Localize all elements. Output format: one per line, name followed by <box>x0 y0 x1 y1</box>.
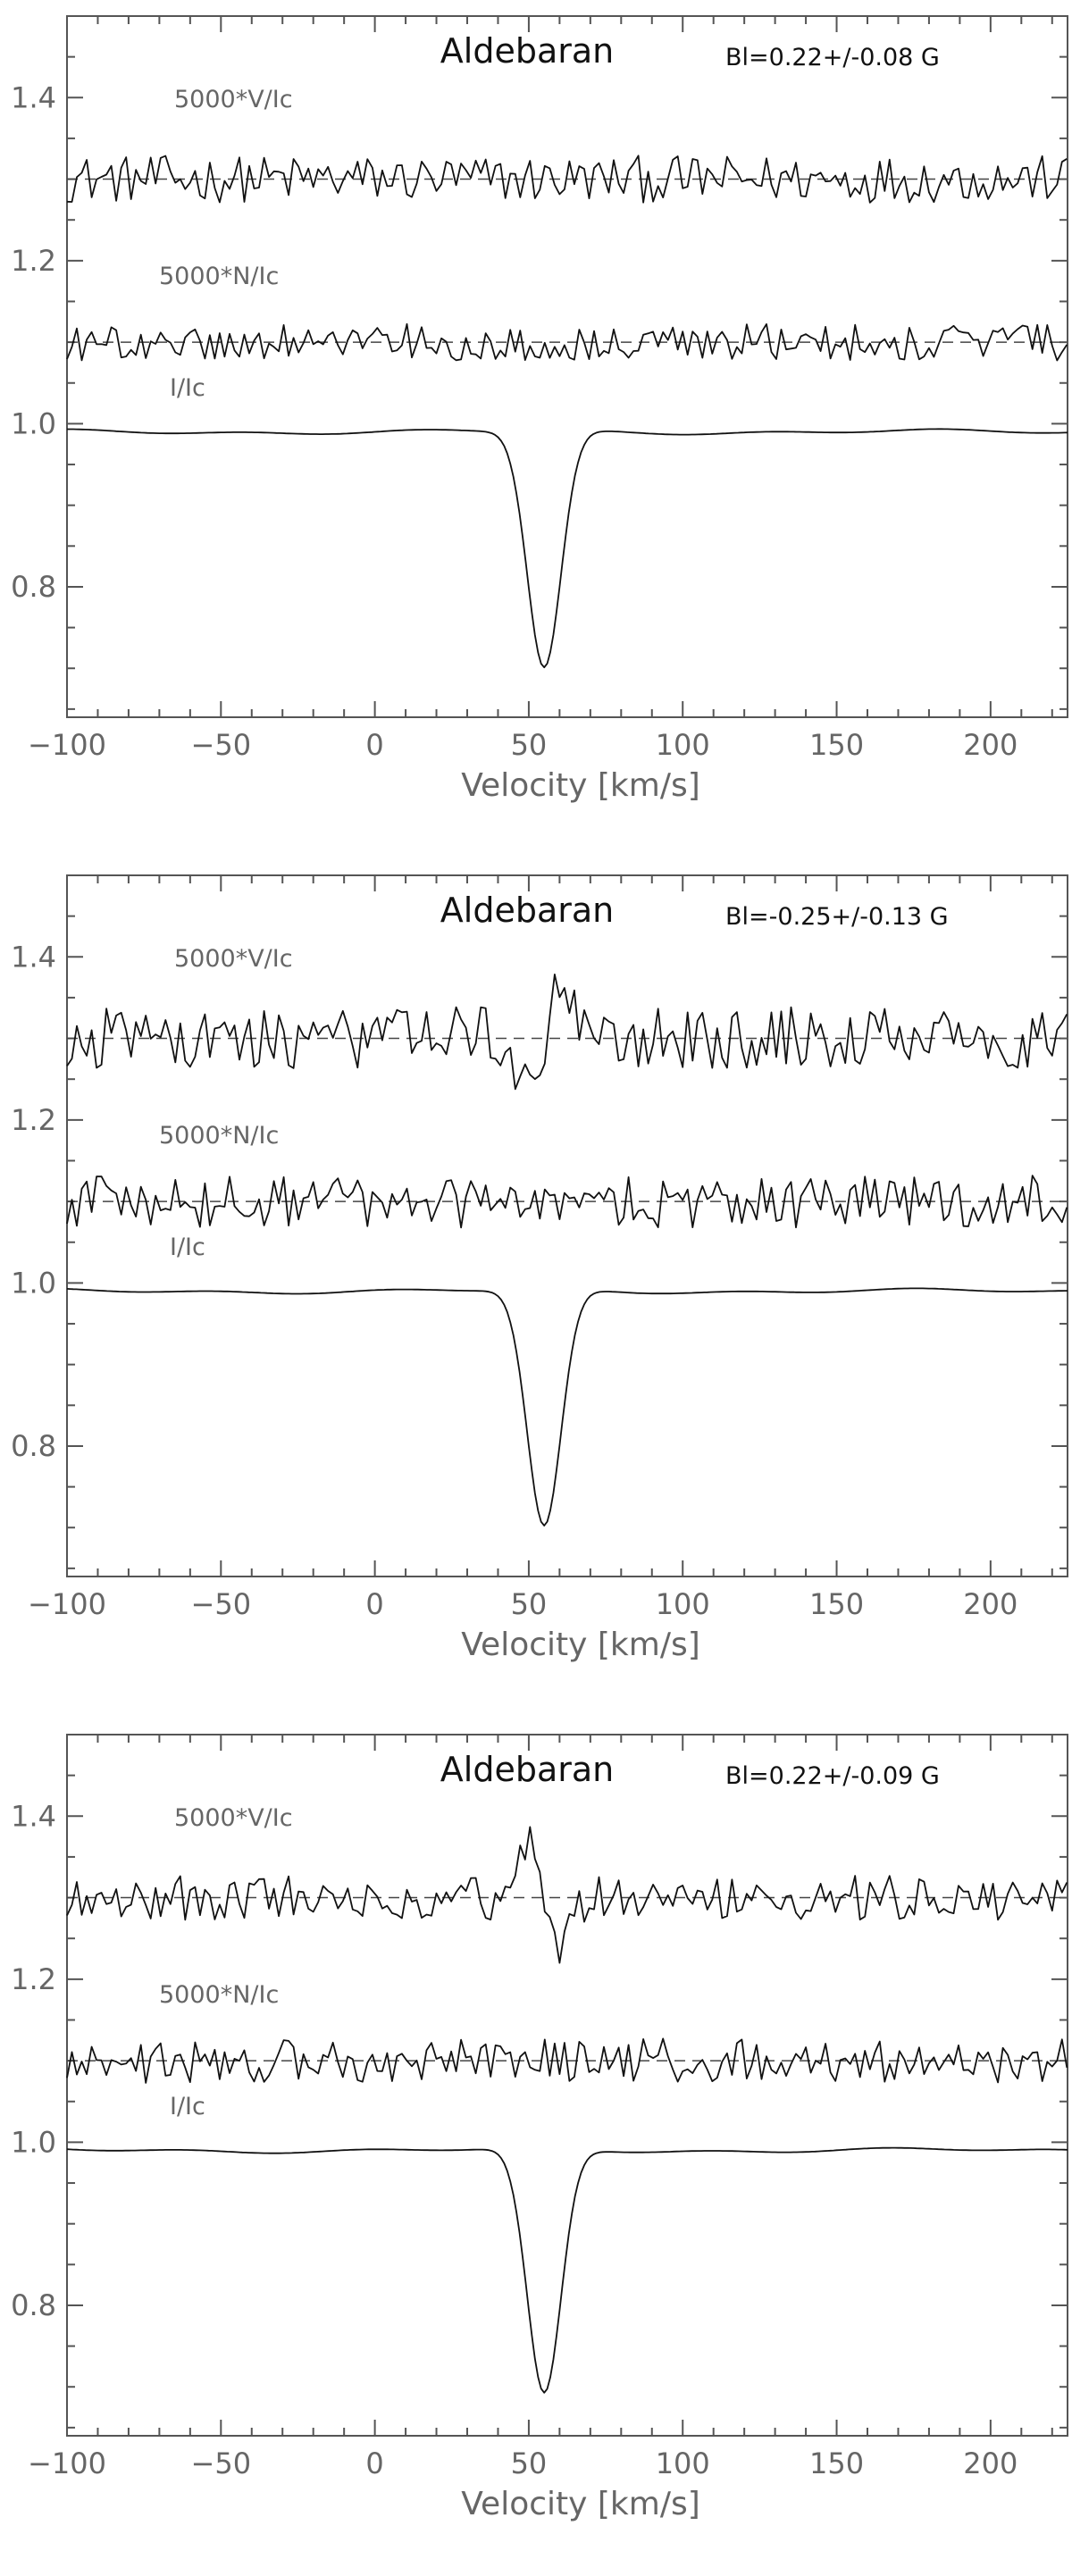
series-label: 5000*N/Ic <box>159 1981 279 2009</box>
x-tick-label: 0 <box>365 1587 383 1621</box>
stokes-i-profile <box>67 428 1068 669</box>
series-label: 5000*N/Ic <box>159 1122 279 1150</box>
x-tick-label: 50 <box>511 2446 548 2480</box>
x-tick-label: 100 <box>656 1587 710 1621</box>
chart-title: Aldebaran <box>440 1750 614 1789</box>
series-label: 5000*V/Ic <box>174 945 293 973</box>
spectrum-panel-3: −100 −50 0 50 100 150 200 0.8 1.0 1.2 1.4 Velocity … <box>11 1734 1068 2522</box>
field-annotation: Bl=-0.25+/-0.13 G <box>725 903 949 931</box>
x-tick-label: −100 <box>28 2446 106 2480</box>
stokes-v-profile <box>66 974 1068 1091</box>
x-tick-label: 100 <box>656 728 710 762</box>
y-tick-label: 1.0 <box>11 1266 56 1300</box>
x-tick-label: 150 <box>809 2446 864 2480</box>
y-tick-label: 0.8 <box>11 2288 56 2322</box>
y-tick-label: 1.4 <box>11 1799 56 1833</box>
chart-title: Aldebaran <box>440 31 614 71</box>
x-tick-label: −50 <box>191 1587 252 1621</box>
x-tick-label: 0 <box>365 2446 383 2480</box>
y-tick-label: 1.0 <box>11 2125 56 2159</box>
x-tick-label: −50 <box>191 728 252 762</box>
stokes-v-profile <box>66 1826 1068 1964</box>
chart-title: Aldebaran <box>440 891 614 930</box>
x-tick-label: 50 <box>511 728 548 762</box>
y-tick-label: 1.4 <box>11 80 56 114</box>
field-annotation: Bl=0.22+/-0.09 G <box>725 1762 940 1790</box>
null-profile <box>66 2037 1068 2084</box>
series-label: I/Ic <box>170 374 205 402</box>
y-tick-label: 0.8 <box>11 570 56 604</box>
field-annotation: Bl=0.22+/-0.08 G <box>725 44 940 71</box>
x-tick-label: 100 <box>656 2446 710 2480</box>
x-axis-label: Velocity [km/s] <box>461 2486 700 2522</box>
null-profile <box>66 322 1068 362</box>
y-tick-label: 1.2 <box>11 1962 56 1996</box>
x-tick-label: −100 <box>28 728 106 762</box>
spectrum-panel-1: −100 −50 0 50 100 150 200 0.8 1.0 1.2 1.4 Velocity … <box>11 15 1068 804</box>
plot-frame <box>66 874 1068 1577</box>
x-tick-label: 50 <box>511 1587 548 1621</box>
x-tick-label: −50 <box>191 2446 252 2480</box>
spectrum-panel-2: −100 −50 0 50 100 150 200 0.8 1.0 1.2 1.4 Velocity … <box>11 874 1068 1663</box>
series-label: I/Ic <box>170 1234 205 1261</box>
x-axis-label: Velocity [km/s] <box>461 1627 700 1663</box>
stokes-i-profile <box>66 1287 1068 1526</box>
x-tick-label: −100 <box>28 1587 106 1621</box>
y-tick-label: 1.0 <box>11 406 56 440</box>
y-tick-label: 1.2 <box>11 1103 56 1137</box>
series-label: I/Ic <box>170 2093 205 2120</box>
series-label: 5000*V/Ic <box>174 1804 293 1832</box>
x-tick-label: 200 <box>963 728 1018 762</box>
series-label: 5000*N/Ic <box>159 263 279 290</box>
x-tick-label: 150 <box>809 728 864 762</box>
stokes-v-profile <box>66 155 1068 204</box>
x-tick-label: 200 <box>963 1587 1018 1621</box>
x-tick-label: 200 <box>963 2446 1018 2480</box>
y-tick-label: 1.4 <box>11 940 56 974</box>
y-tick-label: 1.2 <box>11 244 56 278</box>
series-label: 5000*V/Ic <box>174 86 293 113</box>
plot-frame <box>66 1734 1068 2437</box>
plot-frame <box>66 15 1068 718</box>
x-tick-label: 0 <box>365 728 383 762</box>
x-tick-label: 150 <box>809 1587 864 1621</box>
null-profile <box>66 1175 1068 1229</box>
x-axis-label: Velocity [km/s] <box>461 767 700 804</box>
y-tick-label: 0.8 <box>11 1429 56 1463</box>
stokes-i-profile <box>66 2146 1068 2394</box>
